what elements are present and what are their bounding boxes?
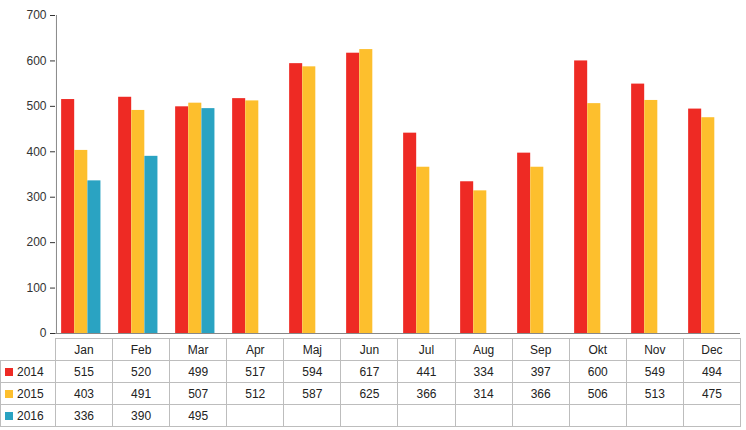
html-text:Apr: Apr xyxy=(245,342,265,357)
html-text:441: 441 xyxy=(416,364,437,379)
html-text:403: 403 xyxy=(74,386,94,401)
html-text:475: 475 xyxy=(701,386,722,401)
svg-text:200: 200 xyxy=(26,235,46,249)
svg-text:0: 0 xyxy=(40,326,47,338)
html-text:507: 507 xyxy=(188,386,209,401)
html-text:Feb: Feb xyxy=(130,342,152,357)
svg-text:100: 100 xyxy=(26,281,46,295)
html-text:Aug: Aug xyxy=(472,342,495,357)
html-text:Jun: Jun xyxy=(359,342,380,357)
html-text:Jan: Jan xyxy=(74,342,94,357)
html-text:506: 506 xyxy=(587,386,608,401)
html-text:314: 314 xyxy=(473,386,494,401)
html-text:594: 594 xyxy=(302,364,323,379)
html-text:587: 587 xyxy=(302,386,323,401)
html-text:625: 625 xyxy=(359,386,380,401)
svg-text:700: 700 xyxy=(26,8,46,22)
svg-text:600: 600 xyxy=(26,54,46,68)
html-text:2015: 2015 xyxy=(17,386,44,401)
html-text:549: 549 xyxy=(644,364,665,379)
html-text:517: 517 xyxy=(245,364,266,379)
html-text:397: 397 xyxy=(530,364,551,379)
svg-text:400: 400 xyxy=(26,145,46,159)
html-text:600: 600 xyxy=(587,364,608,379)
html-text:336: 336 xyxy=(74,408,94,423)
html-text:491: 491 xyxy=(131,386,152,401)
html-text:Mar: Mar xyxy=(187,342,209,357)
html-text:2014: 2014 xyxy=(17,364,44,379)
html-text:Dec: Dec xyxy=(701,342,723,357)
html-text:512: 512 xyxy=(245,386,266,401)
html-text:Sep: Sep xyxy=(530,342,552,357)
html-text:Okt: Okt xyxy=(588,342,608,357)
svg-text:300: 300 xyxy=(26,190,46,204)
html-text:2016: 2016 xyxy=(17,408,44,423)
html-text:495: 495 xyxy=(188,408,209,423)
html-text:513: 513 xyxy=(644,386,665,401)
html-text:Jul: Jul xyxy=(418,342,435,357)
html-text:Nov: Nov xyxy=(644,342,666,357)
html-text:499: 499 xyxy=(188,364,209,379)
html-text:366: 366 xyxy=(416,386,437,401)
html-text:390: 390 xyxy=(131,408,152,423)
svg-text:500: 500 xyxy=(26,99,46,113)
html-text:Maj: Maj xyxy=(302,342,322,357)
html-text:617: 617 xyxy=(359,364,380,379)
html-text:334: 334 xyxy=(473,364,494,379)
html-text:515: 515 xyxy=(74,364,94,379)
html-text:494: 494 xyxy=(701,364,722,379)
html-text:366: 366 xyxy=(530,386,551,401)
html-text:520: 520 xyxy=(131,364,152,379)
